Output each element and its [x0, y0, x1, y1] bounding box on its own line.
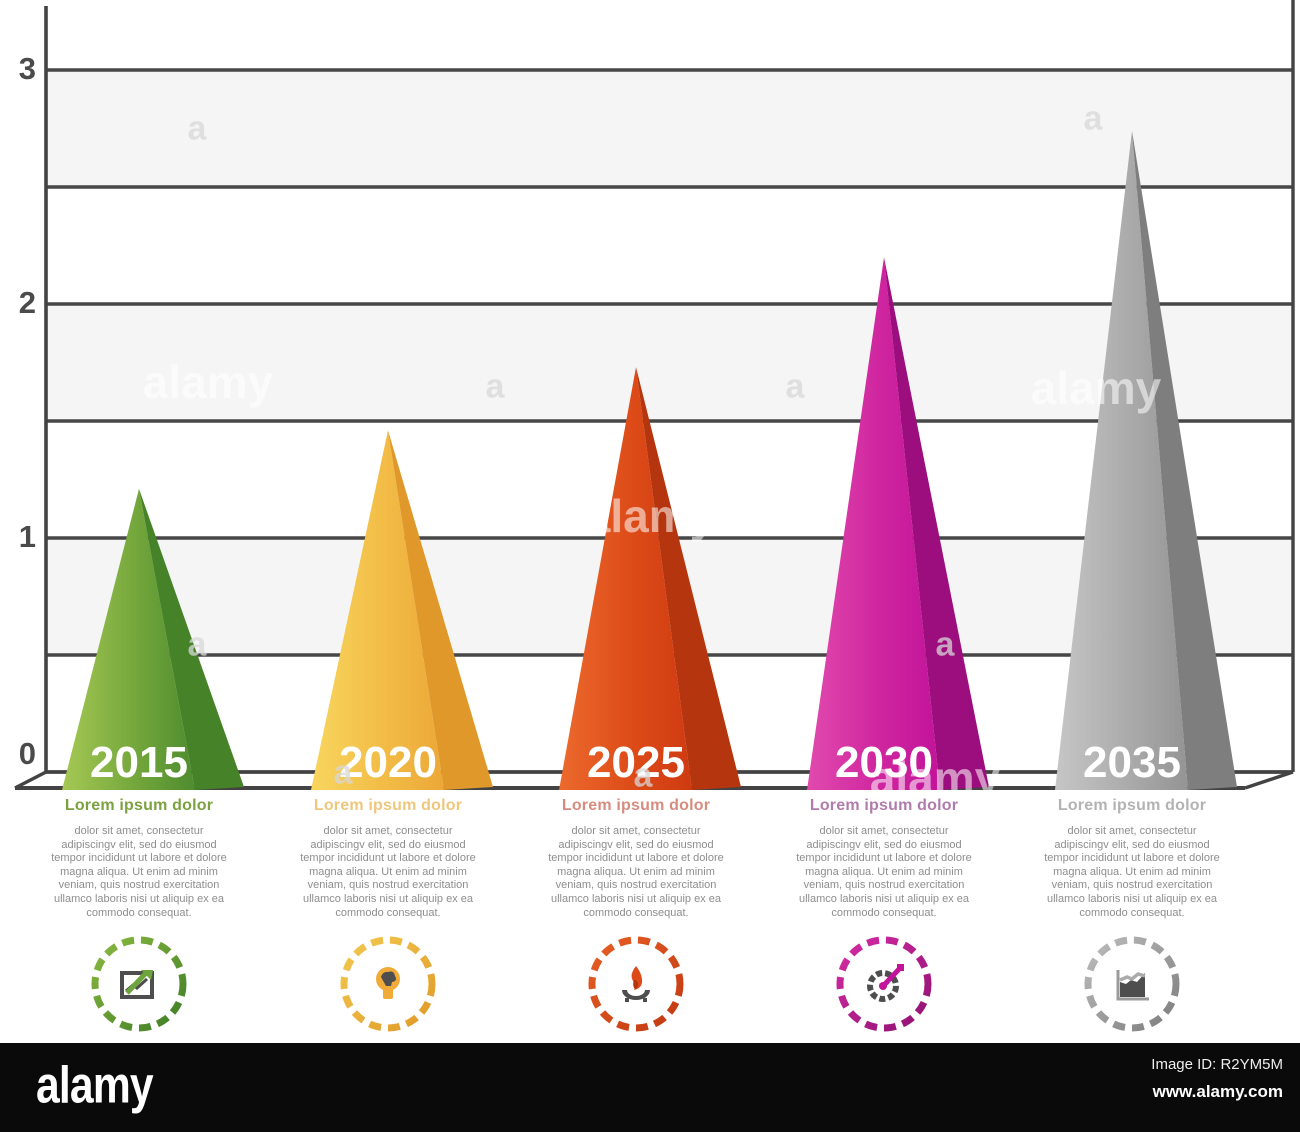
- description-column: Lorem ipsum dolor dolor sit amet, consect…: [1027, 797, 1237, 1039]
- column-icon: [1027, 934, 1237, 1039]
- column-body-text: dolor sit amet, consectetur adipiscingv …: [51, 825, 227, 919]
- alamy-footer-bar: alamy Image ID: R2YM5M www.alamy.com: [0, 1043, 1300, 1132]
- column-body-text: dolor sit amet, consectetur adipiscingv …: [548, 825, 724, 919]
- description-column: Lorem ipsum dolor dolor sit amet, consect…: [779, 797, 989, 1039]
- description-column: Lorem ipsum dolor dolor sit amet, consect…: [34, 797, 244, 1039]
- cone-front-face: [807, 257, 940, 790]
- column-body-text: dolor sit amet, consectetur adipiscingv …: [796, 825, 972, 919]
- alamy-url-text: www.alamy.com: [1152, 1082, 1283, 1101]
- cone-year-label: 2020: [339, 738, 437, 787]
- floor-right-edge: [1244, 770, 1294, 790]
- alamy-logo: alamy: [36, 1056, 154, 1115]
- lightbulb-icon: [340, 936, 436, 1032]
- column-icon: [531, 934, 741, 1039]
- column-body-text: dolor sit amet, consectetur adipiscingv …: [1044, 825, 1220, 919]
- y-tick-label: 1: [19, 519, 36, 554]
- cone-bar-chart: 2015 2020 2025 2030 2035 0 1 2 3: [14, 0, 1295, 791]
- column-heading: Lorem ipsum dolor: [64, 797, 214, 814]
- pixel-ring: [588, 936, 684, 1032]
- pixel-ring: [91, 936, 187, 1032]
- column-heading: Lorem ipsum dolor: [313, 797, 463, 814]
- column-icon: [779, 934, 989, 1039]
- cone-year-label: 2030: [835, 738, 933, 787]
- column-icon: [34, 934, 244, 1039]
- flame-hand-icon: [588, 936, 684, 1032]
- cone-year-label: 2035: [1083, 738, 1181, 787]
- floor-left-edge: [14, 770, 47, 790]
- pixel-ring: [1084, 936, 1180, 1032]
- pixel-ring: [340, 936, 436, 1032]
- column-heading: Lorem ipsum dolor: [1057, 797, 1207, 814]
- cone-front-face: [1055, 130, 1188, 791]
- cone-front-face: [62, 488, 195, 790]
- footer-meta: Image ID: R2YM5M www.alamy.com: [1151, 1056, 1283, 1102]
- column-heading: Lorem ipsum dolor: [561, 797, 711, 814]
- cone-year-label: 2015: [90, 738, 188, 787]
- description-column: Lorem ipsum dolor dolor sit amet, consect…: [283, 797, 493, 1039]
- photo-chart-icon: [91, 936, 187, 1032]
- y-tick-label: 2: [19, 285, 36, 320]
- column-heading: Lorem ipsum dolor: [809, 797, 959, 814]
- target-arrow-icon: [836, 936, 932, 1032]
- grid-band: [46, 70, 1293, 187]
- column-body-text: dolor sit amet, consectetur adipiscingv …: [300, 825, 476, 919]
- cone-side-face: [884, 257, 989, 790]
- cone-side-face: [139, 488, 244, 790]
- image-id-text: Image ID: R2YM5M: [1151, 1056, 1283, 1073]
- area-chart-icon: [1084, 936, 1180, 1032]
- cone-front-face: [311, 430, 444, 790]
- cone-side-face: [1132, 130, 1237, 791]
- y-tick-label: 0: [19, 736, 36, 771]
- column-icon: [283, 934, 493, 1039]
- description-column: Lorem ipsum dolor dolor sit amet, consect…: [531, 797, 741, 1039]
- cone-year-label: 2025: [587, 738, 685, 787]
- cone-front-face: [559, 367, 692, 790]
- grid-band: [46, 304, 1293, 421]
- cone-side-face: [636, 367, 741, 790]
- cone-side-face: [388, 430, 493, 790]
- pixel-ring: [836, 936, 932, 1032]
- y-tick-label: 3: [19, 51, 36, 86]
